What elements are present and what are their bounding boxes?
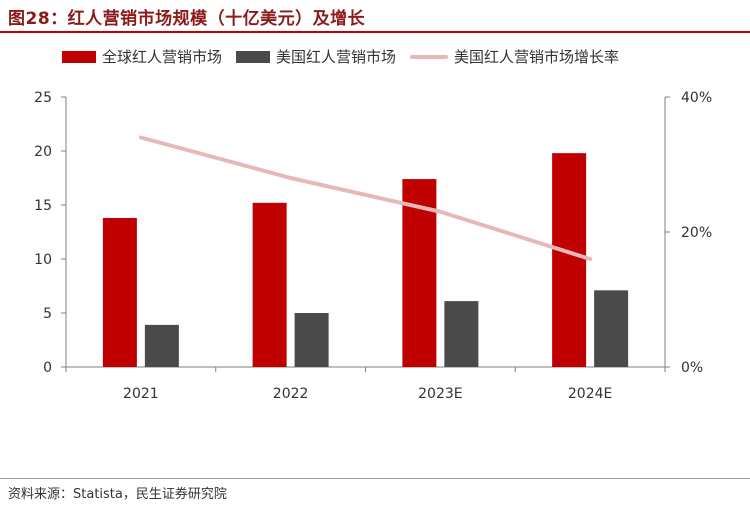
y-tick-label-right: 40% bbox=[681, 90, 712, 106]
legend-label-global: 全球红人营销市场 bbox=[102, 48, 223, 66]
legend-swatch-global bbox=[62, 50, 96, 63]
legend-label-us: 美国红人营销市场 bbox=[276, 48, 397, 66]
legend-item-growth: 美国红人营销市场增长率 bbox=[410, 46, 619, 67]
x-tick-label: 2024E bbox=[568, 386, 612, 402]
legend-item-us: 美国红人营销市场 bbox=[236, 46, 396, 67]
legend-label-growth: 美国红人营销市场增长率 bbox=[454, 48, 620, 66]
bar-us bbox=[144, 324, 179, 367]
y-tick-label-left: 15 bbox=[34, 198, 52, 214]
legend-swatch-us bbox=[236, 50, 271, 63]
x-tick-label: 2023E bbox=[418, 386, 462, 402]
bar-us bbox=[294, 313, 329, 367]
bar-us bbox=[594, 290, 629, 367]
y-tick-label-left: 5 bbox=[43, 306, 52, 322]
bar-global bbox=[252, 202, 287, 367]
source-divider bbox=[0, 478, 750, 479]
legend: 全球红人营销市场 美国红人营销市场 美国红人营销市场增长率 bbox=[62, 46, 633, 67]
chart-title: 图28：红人营销市场规模（十亿美元）及增长 bbox=[8, 9, 366, 29]
bar-global bbox=[552, 153, 587, 367]
legend-item-global: 全球红人营销市场 bbox=[62, 46, 222, 67]
y-tick-label-left: 20 bbox=[34, 144, 52, 160]
source-note: 资料来源：Statista，民生证券研究院 bbox=[8, 487, 227, 502]
title-divider bbox=[0, 31, 750, 33]
bar-global bbox=[102, 217, 137, 367]
legend-swatch-growth bbox=[410, 54, 449, 59]
y-tick-label-left: 25 bbox=[34, 90, 52, 106]
y-tick-label-right: 20% bbox=[681, 225, 712, 241]
bar-us bbox=[444, 301, 479, 367]
y-tick-label-left: 10 bbox=[34, 252, 52, 268]
x-tick-label: 2021 bbox=[123, 386, 159, 402]
y-tick-label-left: 0 bbox=[43, 360, 52, 376]
line-growth bbox=[138, 135, 593, 261]
x-tick-label: 2022 bbox=[273, 386, 309, 402]
y-tick-label-right: 0% bbox=[681, 360, 703, 376]
